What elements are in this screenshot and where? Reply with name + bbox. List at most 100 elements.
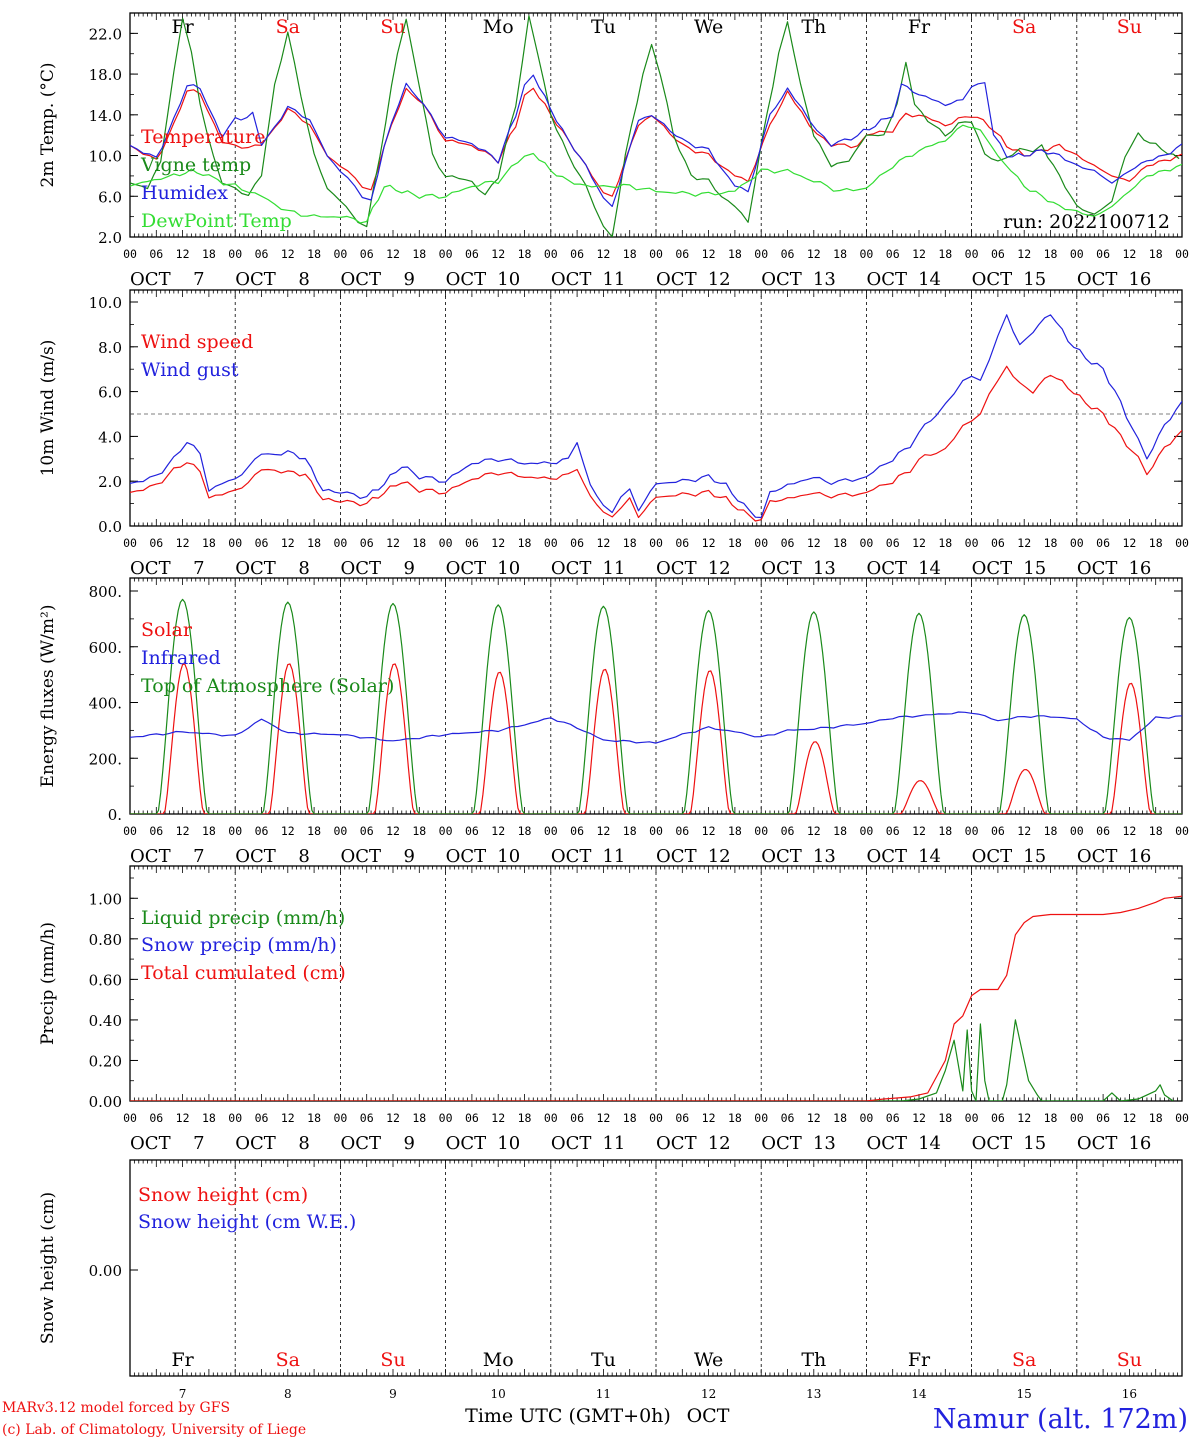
hour-label: 06	[465, 247, 479, 261]
hour-label: 06	[781, 536, 795, 550]
hour-label: 00	[544, 247, 558, 261]
hour-label: 06	[886, 536, 900, 550]
series-group	[130, 15, 1182, 237]
hour-label: 00	[123, 824, 137, 838]
y-tick-label: 600.	[89, 639, 122, 657]
hour-label: 18	[518, 824, 532, 838]
date-label-day: 16	[1128, 558, 1151, 579]
date-label-month: OCT	[551, 558, 592, 579]
hour-label: 00	[754, 247, 768, 261]
hour-label: 00	[228, 1111, 242, 1125]
date-label-day: 15	[1023, 558, 1046, 579]
hour-label: 12	[1017, 247, 1031, 261]
hour-label: 12	[596, 247, 610, 261]
series-line-liquid-precip-mm-h-	[130, 1019, 1174, 1101]
hour-label: 00	[965, 1111, 979, 1125]
hour-label: 00	[859, 1111, 873, 1125]
day-number-label: 10	[491, 1387, 506, 1401]
hour-label: 12	[386, 247, 400, 261]
date-label-day: 7	[193, 558, 204, 579]
hour-label: 12	[596, 1111, 610, 1125]
hour-label: 12	[176, 824, 190, 838]
hour-label: 06	[360, 1111, 374, 1125]
hour-label: 06	[781, 247, 795, 261]
date-label-day: 12	[708, 846, 731, 867]
date-label-month: OCT	[972, 269, 1013, 290]
date-label-month: OCT	[130, 269, 171, 290]
date-label-day: 8	[298, 269, 309, 290]
date-label-day: 14	[918, 269, 941, 290]
day-number-label: 15	[1017, 1387, 1032, 1401]
date-label-day: 10	[497, 269, 520, 290]
hour-label: 12	[596, 824, 610, 838]
hour-label: 06	[1096, 824, 1110, 838]
date-label-month: OCT	[1077, 846, 1118, 867]
hour-label: 06	[1096, 1111, 1110, 1125]
series-line-solar	[130, 663, 1182, 814]
hour-label: 18	[623, 247, 637, 261]
date-label-month: OCT	[130, 558, 171, 579]
hour-label: 06	[360, 824, 374, 838]
hour-label: 18	[202, 536, 216, 550]
y-tick-label: 0.	[108, 806, 122, 824]
hour-label: 12	[281, 1111, 295, 1125]
hour-label: 12	[807, 824, 821, 838]
date-label-month: OCT	[761, 558, 802, 579]
weekday-label: Th	[801, 16, 826, 38]
series-line-wind-gust	[130, 314, 1182, 519]
footer-model: MARv3.12 model forced by GFS	[2, 1400, 230, 1416]
hour-label: 12	[386, 1111, 400, 1125]
hour-label: 06	[360, 536, 374, 550]
date-label-day: 12	[708, 269, 731, 290]
legend-entry: Snow height (cm)	[138, 1184, 308, 1206]
date-label-month: OCT	[866, 1133, 907, 1154]
weekday-label: Fr	[908, 16, 931, 38]
date-label-day: 13	[813, 846, 836, 867]
date-label-day: 8	[298, 558, 309, 579]
date-label-month: OCT	[340, 846, 381, 867]
hour-label: 12	[491, 536, 505, 550]
hour-label: 00	[1175, 247, 1189, 261]
series-line-infrared	[130, 711, 1182, 744]
hour-label: 18	[412, 536, 426, 550]
date-label-day: 12	[708, 1133, 731, 1154]
date-label-month: OCT	[761, 846, 802, 867]
hour-label: 18	[412, 247, 426, 261]
hour-label: 18	[1044, 536, 1058, 550]
hour-label: 18	[938, 536, 952, 550]
hour-label: 00	[965, 824, 979, 838]
date-label-month: OCT	[446, 846, 487, 867]
hour-label: 12	[912, 536, 926, 550]
y-tick-label: 400.	[89, 695, 122, 713]
hour-label: 00	[1070, 536, 1084, 550]
day-number-label: 7	[179, 1387, 187, 1401]
date-label-day: 9	[404, 269, 415, 290]
date-label-day: 8	[298, 846, 309, 867]
hour-label: 18	[623, 824, 637, 838]
date-label-month: OCT	[130, 846, 171, 867]
y-tick-label: 0.20	[89, 1052, 122, 1070]
run-label: run: 2022100712	[1003, 211, 1170, 233]
y-tick-label: 18.0	[89, 66, 122, 84]
hour-label: 18	[938, 1111, 952, 1125]
series-line-wind-speed	[130, 365, 1182, 522]
weekday-label: Mo	[483, 16, 514, 38]
date-label-month: OCT	[551, 846, 592, 867]
date-label-month: OCT	[656, 269, 697, 290]
hour-label: 00	[649, 824, 663, 838]
weekday-label: Th	[801, 1349, 826, 1371]
hour-label: 06	[675, 1111, 689, 1125]
hour-label: 00	[439, 536, 453, 550]
date-label-day: 9	[404, 1133, 415, 1154]
weekday-label: Tu	[591, 1349, 616, 1371]
date-label-month: OCT	[235, 1133, 276, 1154]
series-group	[130, 314, 1182, 522]
hour-label: 00	[965, 536, 979, 550]
hour-label: 06	[570, 247, 584, 261]
hour-label: 12	[912, 247, 926, 261]
hour-label: 12	[176, 536, 190, 550]
day-number-label: 9	[389, 1387, 397, 1401]
hour-label: 06	[781, 1111, 795, 1125]
weekday-label: Su	[380, 16, 405, 38]
date-label-day: 7	[193, 1133, 204, 1154]
